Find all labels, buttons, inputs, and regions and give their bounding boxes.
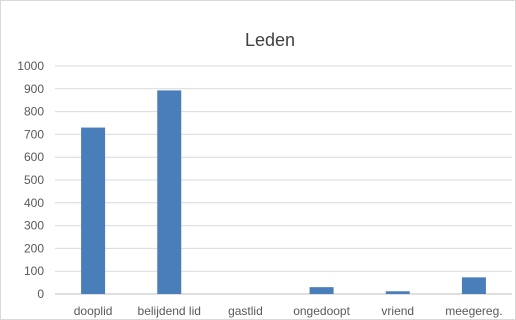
x-tick-label: ongedoopt (293, 304, 350, 318)
y-tick-label: 300 (24, 219, 44, 233)
y-tick-label: 600 (24, 150, 44, 164)
x-tick-label: belijdend lid (138, 304, 201, 318)
y-tick-label: 900 (24, 82, 44, 96)
x-tick-label: dooplid (74, 304, 113, 318)
y-tick-label: 400 (24, 196, 44, 210)
y-tick-label: 0 (37, 287, 44, 301)
x-tick-label: meegereg. (445, 304, 502, 318)
y-axis-ticks: 0 100 200 300 400 500 600 700 800 900 1000 (17, 59, 44, 301)
bars (81, 90, 486, 294)
y-tick-label: 100 (24, 264, 44, 278)
bar-ongedoopt (309, 287, 334, 294)
bar-meegereg (461, 277, 486, 294)
y-tick-label: 200 (24, 241, 44, 255)
x-tick-label: vriend (381, 304, 414, 318)
bar-dooplid (81, 127, 106, 294)
y-tick-label: 700 (24, 127, 44, 141)
x-axis-ticks: dooplid belijdend lid gastlid ongedoopt vrie… (74, 304, 503, 318)
bar-vriend (385, 291, 410, 294)
y-tick-label: 500 (24, 173, 44, 187)
gridlines (55, 65, 512, 295)
chart-title: Leden (245, 30, 295, 50)
y-tick-label: 1000 (17, 59, 44, 73)
x-tick-label: gastlid (228, 304, 263, 318)
y-tick-label: 800 (24, 105, 44, 119)
bar-belijdend-lid (157, 90, 182, 294)
